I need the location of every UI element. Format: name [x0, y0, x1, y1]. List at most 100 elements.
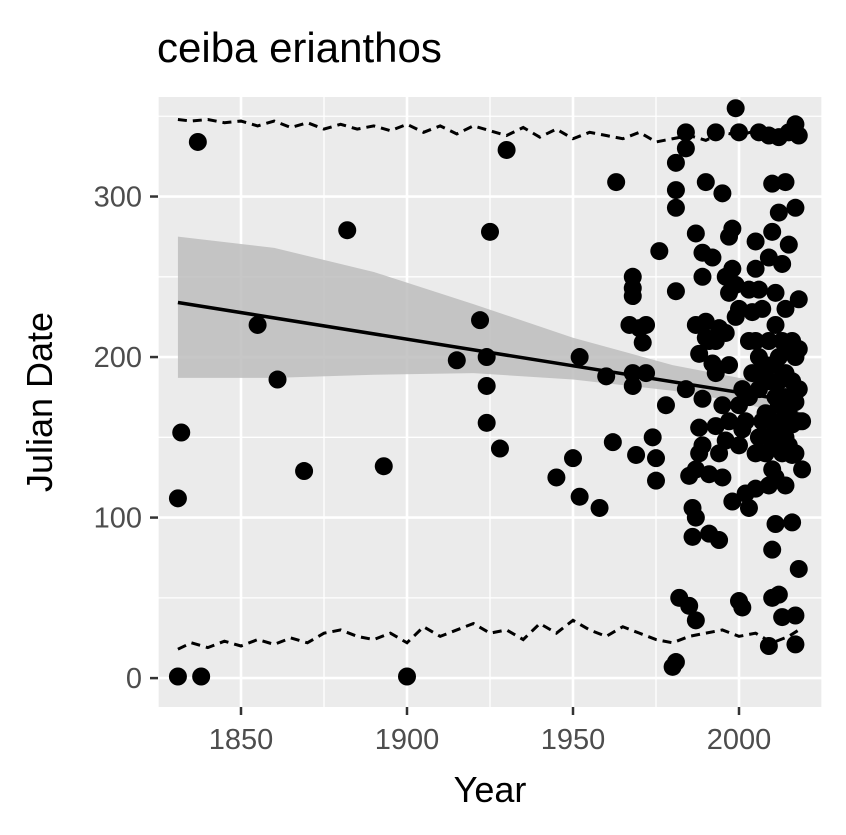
- data-point: [686, 508, 705, 527]
- data-point: [374, 457, 393, 476]
- data-point: [716, 323, 735, 342]
- data-point: [627, 445, 646, 464]
- data-point: [647, 471, 665, 490]
- data-point: [733, 598, 752, 617]
- data-point: [786, 606, 805, 625]
- data-point: [779, 235, 798, 254]
- data-point: [706, 364, 725, 383]
- data-point: [168, 667, 187, 686]
- data-point: [192, 667, 211, 686]
- y-tick-label: 100: [94, 503, 142, 535]
- data-point: [763, 540, 782, 559]
- data-point: [564, 449, 582, 468]
- data-point: [666, 198, 685, 217]
- data-point: [172, 423, 191, 442]
- data-point: [739, 498, 758, 517]
- data-point: [786, 635, 805, 654]
- data-point: [783, 513, 802, 532]
- x-tick-label: 2000: [707, 724, 772, 756]
- data-point: [666, 153, 685, 172]
- data-point: [547, 468, 566, 487]
- data-point: [776, 173, 795, 192]
- data-point: [666, 653, 685, 672]
- data-point: [656, 396, 675, 415]
- x-axis-title: Year: [454, 769, 527, 810]
- data-point: [710, 531, 729, 550]
- data-point: [683, 527, 702, 546]
- data-point: [481, 222, 499, 241]
- data-point: [623, 376, 642, 395]
- chart-title: ceiba erianthos: [157, 24, 442, 71]
- data-point: [746, 259, 765, 278]
- y-tick-label: 300: [94, 182, 142, 214]
- data-point: [773, 608, 792, 627]
- data-point: [759, 637, 778, 655]
- data-point: [696, 173, 715, 192]
- x-tick-label: 1950: [541, 724, 606, 756]
- data-points-layer: [168, 99, 812, 686]
- data-point: [676, 123, 695, 142]
- data-point: [398, 667, 416, 686]
- data-point: [647, 449, 665, 468]
- data-point: [766, 283, 785, 302]
- data-point: [720, 412, 739, 431]
- data-point: [713, 184, 732, 203]
- data-point: [703, 248, 722, 267]
- data-point: [690, 344, 709, 363]
- data-point: [730, 123, 748, 142]
- data-point: [590, 498, 609, 517]
- data-point: [607, 173, 626, 192]
- data-point: [746, 232, 765, 251]
- data-point: [789, 126, 808, 145]
- data-point: [749, 280, 768, 299]
- data-point: [723, 259, 742, 278]
- data-point: [763, 222, 782, 241]
- data-point: [680, 596, 699, 615]
- data-point: [786, 198, 805, 217]
- data-point: [713, 468, 732, 487]
- trend-line-layer: [177, 300, 800, 404]
- data-point: [643, 428, 662, 447]
- data-point: [766, 515, 785, 533]
- y-tick-label: 0: [126, 663, 142, 695]
- data-point: [776, 299, 795, 318]
- lower-quantile-line: [177, 618, 800, 651]
- data-point: [789, 340, 808, 359]
- data-point: [676, 139, 695, 158]
- data-point: [690, 418, 709, 437]
- data-point: [773, 254, 792, 273]
- data-point: [666, 181, 685, 200]
- data-point: [753, 299, 772, 318]
- data-point: [650, 242, 669, 261]
- data-point: [759, 332, 778, 350]
- data-point: [720, 356, 739, 375]
- data-point: [338, 221, 357, 240]
- data-point: [570, 487, 589, 506]
- data-point: [268, 370, 287, 389]
- data-point: [693, 436, 712, 455]
- data-point: [603, 433, 622, 452]
- data-point: [706, 123, 725, 142]
- data-point: [471, 311, 490, 330]
- data-point: [766, 315, 785, 334]
- data-point: [769, 585, 788, 604]
- x-tick-label: 1850: [209, 724, 274, 756]
- data-point: [570, 348, 589, 367]
- data-point: [447, 351, 466, 370]
- data-point: [736, 412, 755, 431]
- x-tick-label: 1900: [375, 724, 440, 756]
- data-point: [789, 559, 808, 578]
- data-point: [686, 611, 705, 630]
- y-tick-label: 200: [94, 342, 142, 374]
- data-point: [723, 492, 742, 511]
- data-point: [637, 315, 656, 334]
- data-point: [497, 140, 516, 159]
- data-point: [623, 287, 642, 306]
- data-point: [168, 489, 187, 508]
- data-point: [746, 332, 765, 350]
- data-point: [248, 315, 267, 334]
- x-axis: 1850 1900 1950 2000: [209, 707, 772, 756]
- data-point: [786, 444, 805, 463]
- data-point: [477, 376, 496, 395]
